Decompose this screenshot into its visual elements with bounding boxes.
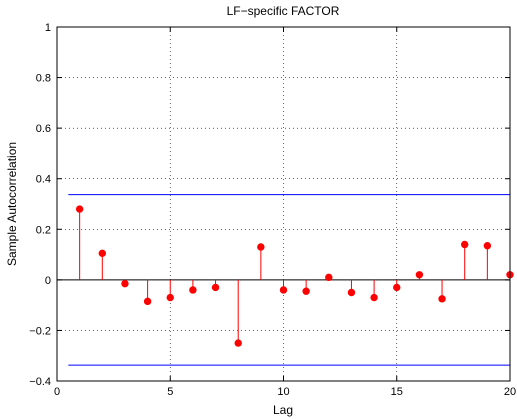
x-tick-label: 20 — [504, 386, 516, 398]
acf-point — [143, 297, 152, 306]
stems — [56, 27, 514, 347]
y-tick-label: −0.4 — [29, 376, 51, 388]
acf-point — [415, 271, 424, 279]
acf-point — [211, 283, 220, 292]
y-tick-label: 1 — [45, 22, 51, 34]
y-axis-label: Sample Autocorrelation — [5, 142, 19, 266]
y-tick-label: −0.2 — [29, 325, 51, 337]
y-tick-label: 0 — [45, 275, 51, 287]
x-ticks: 0 5 10 15 20 — [54, 27, 516, 398]
acf-point — [461, 240, 469, 249]
chart-title: LF−specific FACTOR — [227, 4, 340, 18]
x-tick-label: 0 — [54, 386, 60, 398]
x-tick-label: 15 — [391, 386, 403, 398]
x-tick-label: 10 — [277, 386, 289, 398]
grid — [57, 27, 510, 381]
x-tick-label: 5 — [167, 386, 173, 398]
x-axis-label: Lag — [273, 403, 293, 417]
acf-point — [347, 288, 356, 297]
y-tick-label: 0.4 — [36, 174, 51, 186]
y-tick-label: 0.8 — [36, 73, 51, 85]
acf-point — [234, 339, 242, 347]
acf-point — [166, 293, 174, 302]
acf-point — [325, 273, 333, 282]
acf-point — [98, 249, 107, 258]
acf-point — [370, 293, 378, 302]
y-tick-label: 0.6 — [36, 123, 51, 135]
y-ticks: −0.4 −0.2 0 0.2 0.4 0.6 0.8 1 — [29, 22, 510, 388]
acf-point — [393, 283, 401, 292]
acf-point — [438, 295, 446, 303]
acf-point — [75, 205, 84, 213]
acf-point — [189, 286, 197, 294]
confidence-bounds — [68, 194, 510, 366]
acf-point — [302, 287, 310, 295]
acf-point — [279, 286, 288, 294]
acf-point — [483, 242, 492, 250]
acf-point — [121, 279, 129, 288]
acf-point — [257, 243, 265, 251]
y-tick-label: 0.2 — [36, 224, 51, 236]
